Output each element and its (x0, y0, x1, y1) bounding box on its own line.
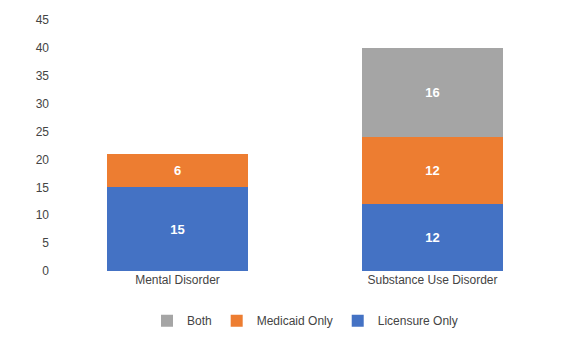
svg-text:Mental Disorder: Mental Disorder (135, 273, 220, 287)
svg-text:20: 20 (36, 153, 50, 167)
svg-text:15: 15 (36, 181, 50, 195)
svg-text:45: 45 (36, 13, 50, 27)
svg-text:35: 35 (36, 69, 50, 83)
svg-text:Both: Both (187, 314, 212, 328)
svg-text:Medicaid Only: Medicaid Only (257, 314, 333, 328)
svg-text:12: 12 (425, 163, 439, 178)
svg-text:15: 15 (170, 222, 184, 237)
svg-text:10: 10 (36, 208, 50, 222)
svg-text:5: 5 (42, 236, 49, 250)
svg-text:Substance Use Disorder: Substance Use Disorder (367, 273, 497, 287)
svg-text:40: 40 (36, 41, 50, 55)
svg-text:16: 16 (425, 85, 439, 100)
svg-text:12: 12 (425, 230, 439, 245)
svg-text:0: 0 (42, 264, 49, 278)
svg-text:25: 25 (36, 125, 50, 139)
svg-text:Licensure Only: Licensure Only (378, 314, 458, 328)
svg-text:6: 6 (174, 163, 181, 178)
svg-text:30: 30 (36, 97, 50, 111)
